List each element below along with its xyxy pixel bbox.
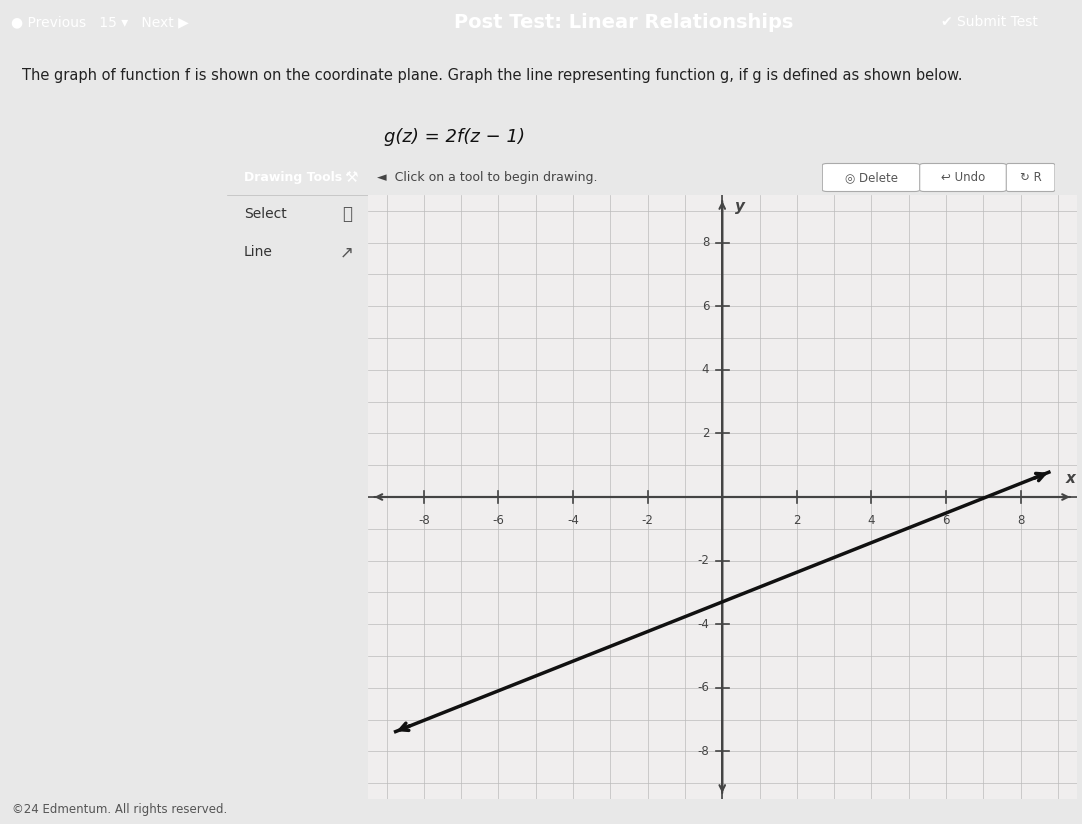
Text: Select: Select (245, 207, 287, 221)
Text: 2: 2 (793, 514, 801, 527)
Text: 6: 6 (702, 300, 709, 313)
Text: 6: 6 (942, 514, 950, 527)
Text: 4: 4 (868, 514, 875, 527)
Text: ✔ Submit Test: ✔ Submit Test (941, 16, 1039, 30)
Text: ◄  Click on a tool to begin drawing.: ◄ Click on a tool to begin drawing. (377, 171, 597, 184)
Text: x: x (1066, 471, 1076, 485)
Text: -4: -4 (697, 618, 709, 630)
Text: 4: 4 (702, 363, 709, 377)
Text: -8: -8 (418, 514, 430, 527)
Text: ↻ R: ↻ R (1019, 171, 1042, 184)
Text: 8: 8 (1017, 514, 1025, 527)
FancyBboxPatch shape (920, 163, 1006, 191)
Text: ©24 Edmentum. All rights reserved.: ©24 Edmentum. All rights reserved. (12, 803, 227, 816)
Text: -2: -2 (697, 554, 709, 567)
Text: 2: 2 (702, 427, 709, 440)
Text: Post Test: Linear Relationships: Post Test: Linear Relationships (454, 13, 794, 32)
Text: The graph of function f is shown on the coordinate plane. Graph the line represe: The graph of function f is shown on the … (22, 68, 962, 83)
Text: ⌖: ⌖ (342, 205, 352, 223)
Text: -8: -8 (698, 745, 709, 758)
Text: ⚒: ⚒ (344, 170, 358, 185)
Text: ↩ Undo: ↩ Undo (941, 171, 985, 184)
Text: g(z) = 2f(z − 1): g(z) = 2f(z − 1) (384, 128, 525, 146)
Text: -6: -6 (697, 681, 709, 695)
Text: Drawing Tools: Drawing Tools (245, 171, 342, 184)
Text: -2: -2 (642, 514, 654, 527)
Text: -4: -4 (567, 514, 579, 527)
Text: y: y (736, 199, 745, 214)
Text: ● Previous   15 ▾   Next ▶: ● Previous 15 ▾ Next ▶ (11, 16, 188, 30)
Text: 8: 8 (702, 236, 709, 249)
Text: ◎ Delete: ◎ Delete (845, 171, 897, 184)
Text: -6: -6 (492, 514, 504, 527)
Text: ↗: ↗ (340, 243, 354, 261)
FancyBboxPatch shape (822, 163, 920, 191)
FancyBboxPatch shape (1006, 163, 1055, 191)
Text: Line: Line (245, 245, 273, 259)
